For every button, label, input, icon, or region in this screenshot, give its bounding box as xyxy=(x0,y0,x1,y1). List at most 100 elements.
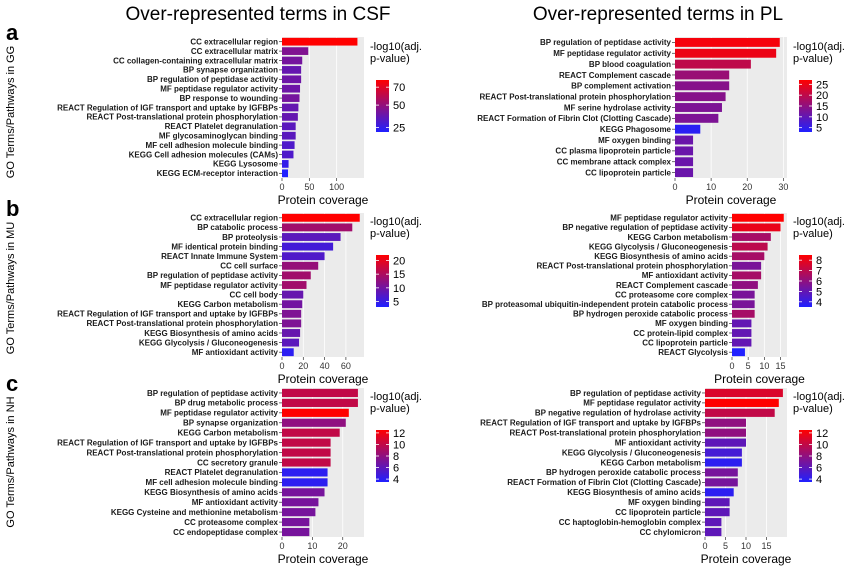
category-label: KEGG Biosynthesis of amino acids xyxy=(144,488,278,497)
category-label: MF glycosaminoglycan binding xyxy=(159,132,278,141)
category-label: CC cell surface xyxy=(220,262,278,271)
panel-a-pl: BP regulation of peptidase activity MF pe… xyxy=(477,37,845,207)
legend-tick-label: 5 xyxy=(393,297,399,309)
legend-tick-label: 15 xyxy=(393,269,405,281)
x-tick-label: 0 xyxy=(279,361,284,371)
category-label: MF peptidase regulator activity xyxy=(160,409,278,418)
legend-title: p-value) xyxy=(793,228,833,240)
legend-colorbar xyxy=(799,80,812,132)
x-tick-label: 0 xyxy=(672,182,677,192)
bar xyxy=(282,478,328,487)
category-label: REACT Post-translational protein phospho… xyxy=(479,92,671,101)
category-label: BP regulation of peptidase activity xyxy=(570,389,702,398)
legend-tick-label: 4 xyxy=(816,474,822,486)
bar xyxy=(282,150,294,159)
legend-tick-label: 8 xyxy=(816,451,822,463)
bar xyxy=(675,103,722,112)
legend-tick-label: 25 xyxy=(393,123,405,135)
x-tick-label: 20 xyxy=(338,541,348,551)
category-label: MF cell adhesion molecule binding xyxy=(146,141,279,150)
bar xyxy=(732,329,752,337)
bar xyxy=(675,92,726,102)
x-tick-label: 15 xyxy=(761,541,771,551)
category-label: CC endopeptidase complex xyxy=(173,528,278,537)
bar xyxy=(282,309,302,318)
bar xyxy=(282,47,309,55)
category-label: REACT Post-translational protein phospho… xyxy=(509,429,701,438)
bar xyxy=(705,478,738,487)
row-label-gg: GO Terms/Pathways in GG xyxy=(5,46,17,178)
category-label: KEGG Carbon metabolism xyxy=(178,429,278,438)
category-label: REACT Platelet degranulation xyxy=(165,468,278,477)
row-letter-c: c xyxy=(6,371,18,396)
x-axis-label: Protein coverage xyxy=(701,552,792,566)
category-label: BP synapse organization xyxy=(183,66,278,75)
legend-tick-label: 6 xyxy=(816,276,822,288)
bar xyxy=(282,56,303,65)
category-label: CC proteasome complex xyxy=(184,518,278,527)
legend-title: -log10(adj. xyxy=(370,41,422,53)
bar xyxy=(282,252,325,261)
bar xyxy=(282,141,295,149)
category-label: CC secretory granule xyxy=(197,458,278,467)
category-label: CC collagen-containing extracellular mat… xyxy=(113,56,278,65)
legend-tick-label: 10 xyxy=(393,283,405,295)
legend-tick-label: 5 xyxy=(816,286,822,298)
bar xyxy=(705,527,722,537)
x-axis-label: Protein coverage xyxy=(686,193,777,207)
x-tick-label: 10 xyxy=(741,541,751,551)
category-label: KEGG Biosynthesis of amino acids xyxy=(567,488,701,497)
x-axis-label: Protein coverage xyxy=(278,552,369,566)
legend-tick-label: 20 xyxy=(393,255,405,267)
category-label: REACT Regulation of IGF transport and up… xyxy=(57,438,278,447)
bar xyxy=(282,408,349,417)
bar xyxy=(675,135,694,145)
category-label: KEGG Cell adhesion molecules (CAMs) xyxy=(129,150,279,159)
category-label: REACT Complement cascade xyxy=(559,71,672,80)
category-label: REACT Complement cascade xyxy=(616,281,729,290)
legend-tick-label: 6 xyxy=(816,463,822,475)
bar xyxy=(282,242,334,251)
category-label: BP blood coagulation xyxy=(589,60,671,69)
category-label: MF oxygen binding xyxy=(628,498,701,507)
bar xyxy=(732,309,755,318)
legend-tick-label: 12 xyxy=(816,428,828,440)
bar xyxy=(282,169,289,178)
bar xyxy=(705,508,730,517)
bar xyxy=(282,438,331,447)
category-label: MF antioxidant activity xyxy=(615,438,702,447)
bar xyxy=(675,70,730,80)
bar xyxy=(675,124,701,134)
legend-tick-label: 8 xyxy=(816,255,822,267)
category-label: REACT Formation of Fibrin Clot (Clotting… xyxy=(507,478,701,487)
row-letter-a: a xyxy=(6,20,19,45)
category-label: KEGG Carbon metabolism xyxy=(628,233,728,242)
bar xyxy=(732,233,771,241)
category-label: CC plasma lipoprotein particle xyxy=(555,147,671,156)
x-tick-label: 20 xyxy=(742,182,752,192)
bar xyxy=(282,319,302,328)
x-tick-label: 0 xyxy=(702,541,707,551)
category-label: MF antioxidant activity xyxy=(642,271,729,280)
category-label: CC haptoglobin-hemoglobin complex xyxy=(559,518,702,527)
legend-tick-label: 20 xyxy=(816,90,828,102)
legend-tick-label: 12 xyxy=(393,428,405,440)
bar xyxy=(282,527,310,537)
legend-tick-label: 10 xyxy=(393,439,405,451)
bar xyxy=(282,398,358,407)
category-label: KEGG Lysosome xyxy=(213,160,279,169)
category-label: BP catabolic process xyxy=(197,223,278,232)
bar xyxy=(282,223,353,232)
bar xyxy=(675,146,694,156)
bar xyxy=(675,168,694,178)
x-tick-label: 5 xyxy=(723,541,728,551)
x-tick-label: 10 xyxy=(307,541,317,551)
x-tick-label: 0 xyxy=(279,541,284,551)
category-label: KEGG Carbon metabolism xyxy=(178,300,278,309)
bar xyxy=(705,468,738,477)
category-label: CC lipoprotein particle xyxy=(642,338,728,347)
